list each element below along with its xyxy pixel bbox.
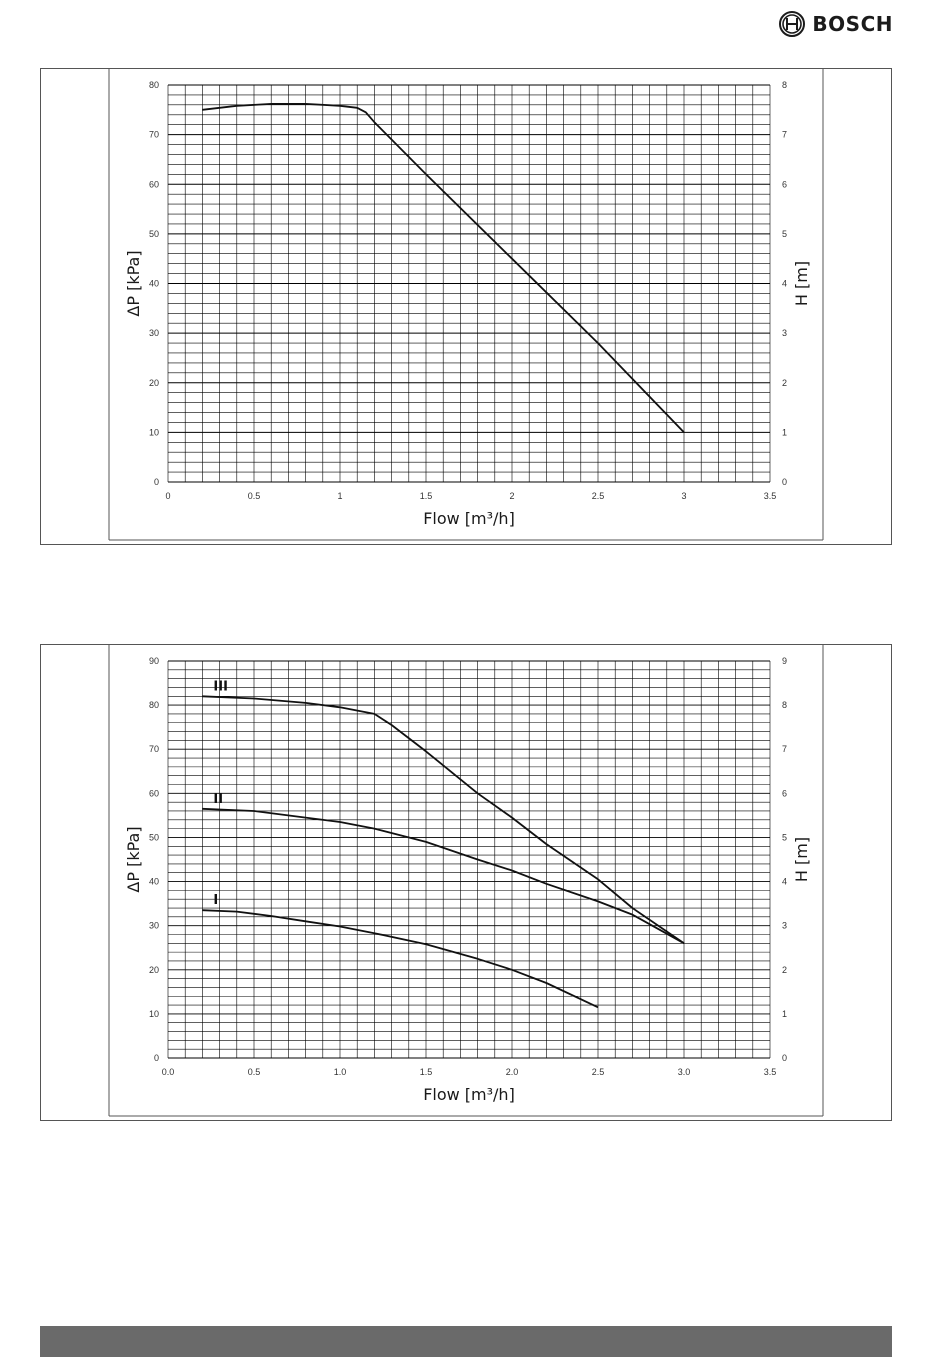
- x-tick-label: 3.0: [678, 1067, 691, 1077]
- footer-bar: [40, 1326, 892, 1357]
- y2-tick-label: 0: [782, 477, 787, 487]
- y2-tick-label: 5: [782, 832, 787, 842]
- y2-tick-label: 2: [782, 378, 787, 388]
- x-tick-label: 3: [681, 491, 686, 501]
- x-tick-label: 2: [509, 491, 514, 501]
- series-label: III: [213, 679, 228, 694]
- y-tick-label: 20: [149, 378, 159, 388]
- y-tick-label: 90: [149, 656, 159, 666]
- series-label: II: [213, 792, 223, 807]
- x-tick-label: 3.5: [764, 1067, 777, 1077]
- y-tick-label: 40: [149, 279, 159, 289]
- y2-tick-label: 3: [782, 328, 787, 338]
- y2-tick-label: 8: [782, 80, 787, 90]
- x-axis-title: Flow [m³/h]: [423, 1085, 515, 1104]
- pump-curve-chart-1: 0 0.5 1 1.5 2 2.5 3 3.5 0 10 20 30 40 50 60 70 80 0 1 2 3 4 5 6…: [40, 68, 892, 545]
- y2-tick-label: 1: [782, 427, 787, 437]
- x-tick-label: 0.5: [248, 491, 261, 501]
- bosch-armature-icon: [779, 11, 806, 37]
- y-tick-label: 10: [149, 1009, 159, 1019]
- x-tick-label: 3.5: [764, 491, 777, 501]
- y2-tick-label: 4: [782, 279, 787, 289]
- x-tick-label: 2.5: [592, 491, 605, 501]
- y2-axis-title: H [m]: [792, 261, 811, 306]
- y-axis-title: ΔP [kPa]: [124, 250, 143, 316]
- y2-tick-label: 6: [782, 788, 787, 798]
- x-tick-label: 1: [337, 491, 342, 501]
- x-tick-label: 0.5: [248, 1067, 261, 1077]
- y2-tick-label: 9: [782, 656, 787, 666]
- x-tick-label: 2.5: [592, 1067, 605, 1077]
- y2-tick-label: 0: [782, 1053, 787, 1063]
- y-tick-label: 50: [149, 229, 159, 239]
- y-axis-title: ΔP [kPa]: [124, 826, 143, 892]
- chart-1-plot: 0 0.5 1 1.5 2 2.5 3 3.5 0 10 20 30 40 50 60 70 80 0 1 2 3 4 5 6…: [108, 69, 824, 541]
- y2-tick-label: 5: [782, 229, 787, 239]
- x-tick-label: 0.0: [162, 1067, 175, 1077]
- y-tick-label: 80: [149, 80, 159, 90]
- y2-tick-label: 2: [782, 965, 787, 975]
- x-tick-label: 0: [165, 491, 170, 501]
- y-tick-label: 0: [154, 477, 159, 487]
- y-tick-label: 40: [149, 877, 159, 887]
- y-tick-label: 60: [149, 179, 159, 189]
- y-tick-label: 80: [149, 700, 159, 710]
- y-tick-label: 30: [149, 921, 159, 931]
- bosch-logo: BOSCH: [778, 10, 893, 38]
- series-curve: [202, 103, 685, 434]
- y-tick-label: 30: [149, 328, 159, 338]
- y2-tick-label: 8: [782, 700, 787, 710]
- y2-tick-label: 4: [782, 877, 787, 887]
- y2-axis-title: H [m]: [792, 837, 811, 882]
- y2-tick-label: 3: [782, 921, 787, 931]
- x-tick-label: 1.5: [420, 1067, 433, 1077]
- y-tick-label: 70: [149, 744, 159, 754]
- y2-tick-label: 1: [782, 1009, 787, 1019]
- y2-tick-label: 7: [782, 744, 787, 754]
- pump-curve-chart-2: 0.0 0.5 1.0 1.5 2.0 2.5 3.0 3.5 0 10 20 30 40 50 60 70 8…: [40, 644, 892, 1121]
- y-tick-label: 0: [154, 1053, 159, 1063]
- series-curve: [202, 909, 599, 1009]
- x-tick-label: 1.5: [420, 491, 433, 501]
- series-label: I: [213, 893, 218, 908]
- y-tick-label: 50: [149, 832, 159, 842]
- chart-2-plot: 0.0 0.5 1.0 1.5 2.0 2.5 3.0 3.50102030405060708…: [108, 645, 824, 1117]
- y-tick-label: 60: [149, 788, 159, 798]
- x-tick-label: 1.0: [334, 1067, 347, 1077]
- series-curve: [202, 695, 685, 945]
- y-tick-label: 20: [149, 965, 159, 975]
- series-curve: [202, 807, 685, 945]
- brand-name: BOSCH: [812, 12, 893, 36]
- x-axis-title: Flow [m³/h]: [423, 509, 515, 528]
- y-tick-label: 10: [149, 427, 159, 437]
- x-tick-label: 2.0: [506, 1067, 519, 1077]
- y-tick-label: 70: [149, 130, 159, 140]
- y2-tick-label: 6: [782, 179, 787, 189]
- y2-tick-label: 7: [782, 130, 787, 140]
